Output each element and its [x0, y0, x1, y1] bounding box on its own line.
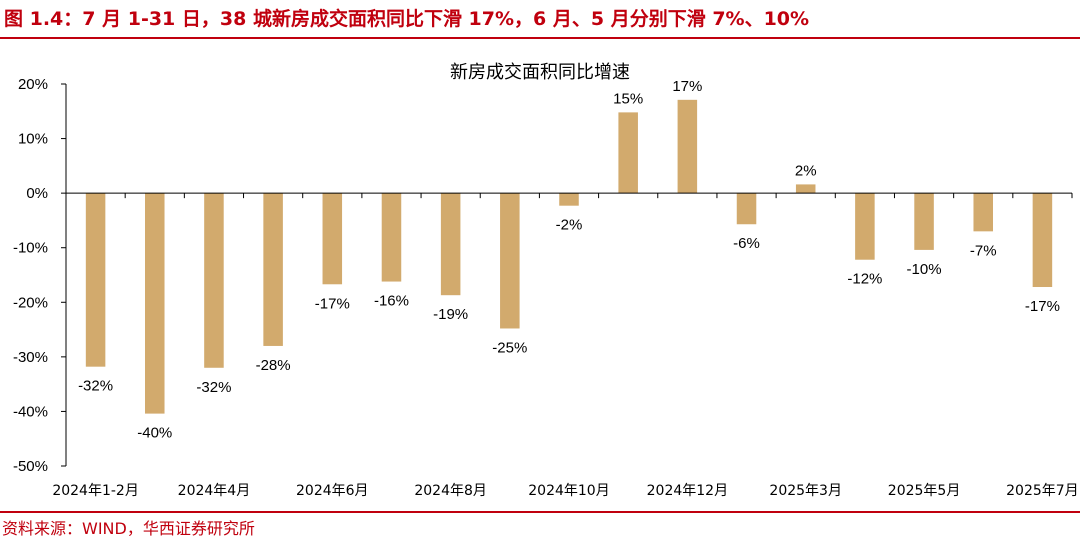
y-axis: 20% 10% 0% -10% -20% -30% -40% -50% [13, 76, 67, 475]
data-label: -25% [492, 339, 527, 356]
figure-title: 图 1.4：7 月 1-31 日，38 城新房成交面积同比下滑 17%，6 月、… [4, 8, 810, 30]
x-tick-label: 2025年5月 [888, 483, 961, 499]
data-label: -40% [137, 425, 172, 442]
data-label: -2% [556, 217, 583, 234]
x-tick-label: 2024年8月 [414, 483, 487, 499]
data-label: -28% [256, 357, 291, 374]
data-label: 15% [613, 90, 643, 107]
data-label: -32% [196, 379, 231, 396]
x-tick-label: 2025年3月 [769, 483, 842, 499]
x-tick-label: 2024年12月 [647, 483, 728, 499]
bottom-divider [0, 511, 1080, 513]
y-tick-label: -40% [13, 403, 48, 420]
y-tick-label: -30% [13, 349, 48, 366]
x-tick-label: 2024年4月 [178, 483, 251, 499]
bar-2025年4月 [855, 193, 875, 260]
bar-2025年5月 [914, 193, 934, 250]
bar-2024年8月 [440, 193, 461, 296]
x-tick-label: 2024年6月 [296, 483, 369, 499]
y-tick-label: 0% [26, 185, 48, 202]
bar-2024年9月 [500, 193, 520, 329]
data-label: -10% [907, 261, 942, 278]
bar-2024年7月 [381, 193, 402, 282]
top-divider [0, 37, 1080, 39]
bar-2024年3月 [145, 193, 165, 414]
data-label: -6% [733, 235, 760, 252]
data-labels-group: -32% -40% -32% -28% -17% -16% -19% -25% -2% 15% 17… [78, 78, 1060, 442]
y-tick-label: 10% [18, 131, 48, 148]
x-tick-label: 2025年7月 [1006, 483, 1079, 499]
bar-2024年11月 [618, 112, 638, 194]
bar-chart: 新房成交面积同比增速 20%10%0%-10%-20%-30%-40%-50% … [13, 62, 1079, 499]
data-label: -16% [374, 293, 409, 310]
bar-2024年12月 [677, 99, 698, 194]
bar-2025年7月 [1032, 193, 1053, 288]
source-note: 资料来源：WIND，华西证券研究所 [2, 519, 255, 538]
data-label: 17% [672, 78, 702, 95]
bar-2025年6月 [973, 193, 993, 232]
y-tick-label: -20% [13, 294, 48, 311]
bar-2024年5月 [263, 193, 283, 346]
bar-2025年3月 [795, 184, 816, 194]
data-label: -17% [1025, 298, 1060, 315]
data-label: -12% [847, 271, 882, 288]
y-tick-label: -10% [13, 240, 48, 257]
x-axis: 2024年1-2月 2024年4月 2024年6月 2024年8月 2024年10月 20… [52, 192, 1079, 499]
chart-title: 新房成交面积同比增速 [450, 62, 630, 83]
bar-2024年1-2月 [85, 193, 106, 367]
x-tick-label: 2024年1-2月 [52, 483, 139, 499]
x-tick-label: 2024年10月 [528, 483, 609, 499]
data-label: -17% [315, 295, 350, 312]
bars-group [85, 99, 1053, 414]
data-label: -7% [970, 242, 997, 259]
bar-2024年6月 [322, 193, 343, 285]
bar-2025年1月 [736, 193, 757, 225]
y-tick-label: -50% [13, 458, 48, 475]
data-label: -19% [433, 306, 468, 323]
bar-2024年4月 [204, 193, 224, 368]
bar-2024年10月 [559, 193, 579, 206]
y-tick-label: 20% [18, 76, 48, 93]
data-label: -32% [78, 378, 113, 395]
data-label: 2% [795, 162, 817, 179]
